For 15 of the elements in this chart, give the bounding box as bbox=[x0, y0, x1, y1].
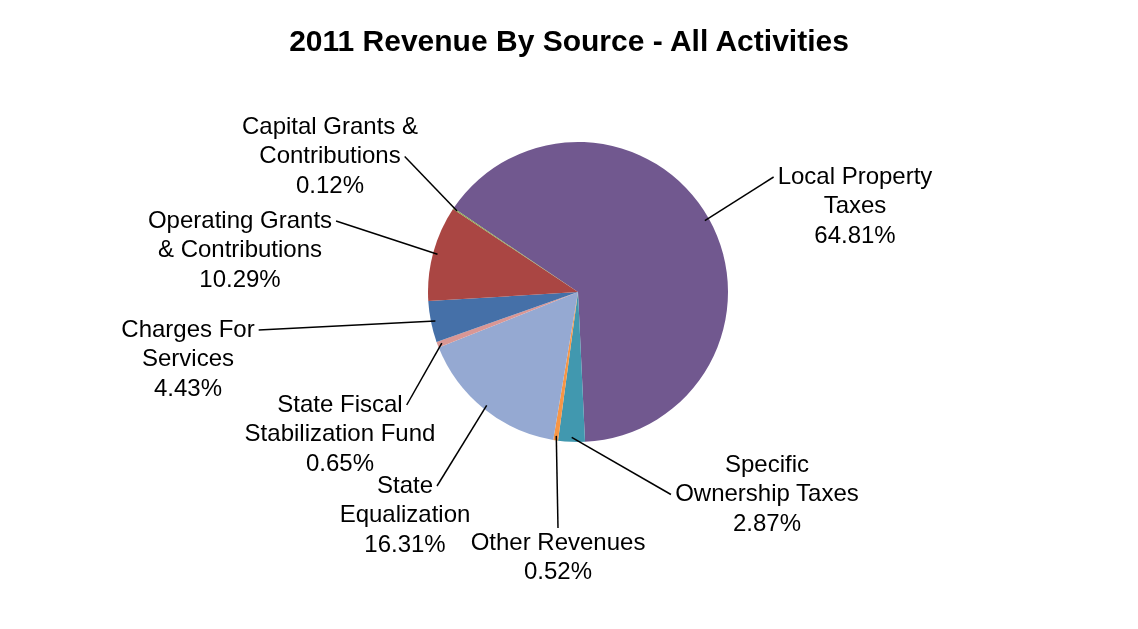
slice-label: Charges For Services bbox=[121, 314, 255, 372]
slice-label: State Fiscal Stabilization Fund bbox=[244, 389, 436, 447]
data-label: 2.87% bbox=[732, 508, 802, 536]
data-label: 0.12% bbox=[295, 170, 365, 198]
slice-label: Operating Grants & Contributions bbox=[147, 205, 333, 263]
slice-label: Other Revenues bbox=[470, 527, 646, 555]
data-label: 10.29% bbox=[199, 264, 281, 292]
slice-label: Local Property Taxes bbox=[777, 161, 933, 219]
slice-label: Specific Ownership Taxes bbox=[675, 449, 859, 507]
data-label: 0.52% bbox=[523, 557, 593, 585]
data-label: 4.43% bbox=[153, 373, 223, 401]
chart-title: 2011 Revenue By Source - All Activities bbox=[288, 24, 850, 58]
slice-label: Capital Grants & Contributions bbox=[241, 111, 419, 169]
data-label: 64.81% bbox=[814, 220, 896, 248]
data-label: 16.31% bbox=[364, 529, 446, 557]
